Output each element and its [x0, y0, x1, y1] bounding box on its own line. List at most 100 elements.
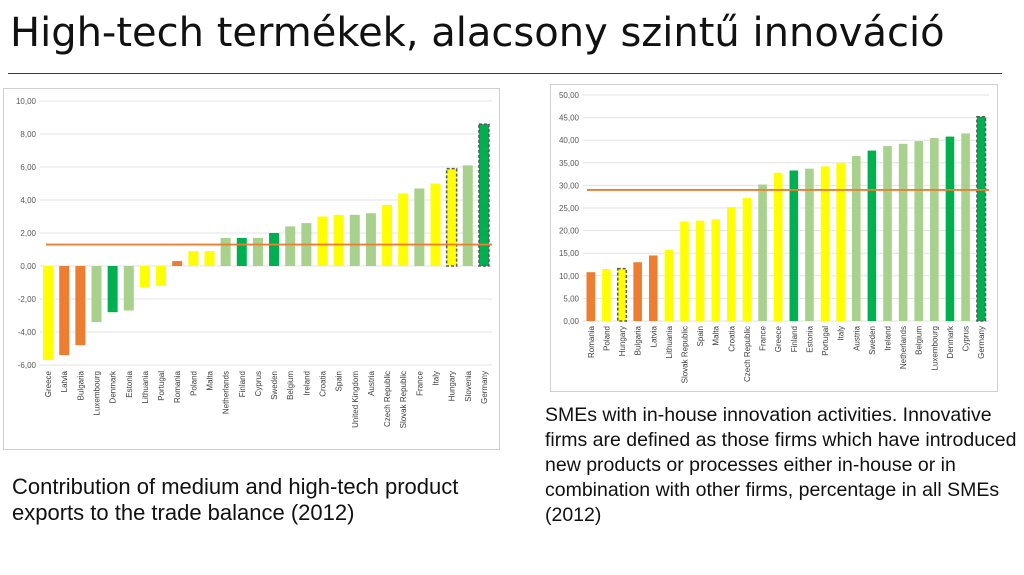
bar-bulgaria	[633, 262, 642, 321]
bar-ireland	[883, 146, 892, 321]
x-tick-label: Slovak Republic	[399, 371, 408, 428]
x-tick-label: United Kingdom	[351, 371, 360, 428]
x-tick-label: Austria	[367, 370, 376, 395]
x-tick-label: Lithuania	[141, 370, 150, 403]
x-tick-label: Germany	[977, 326, 986, 359]
x-tick-label: Netherlands	[222, 371, 231, 414]
x-tick-label: Luxembourg	[93, 371, 102, 415]
x-tick-label: Latvia	[649, 325, 658, 347]
x-tick-label: Estonia	[125, 370, 134, 397]
bar-lithuania	[139, 266, 150, 288]
x-tick-label: Finland	[238, 371, 247, 397]
y-tick-label: 5,00	[563, 294, 579, 303]
bar-hungary	[445, 167, 458, 267]
bar-italy	[836, 162, 845, 321]
x-tick-label: Sweden	[868, 326, 877, 355]
bar-belgium	[285, 226, 296, 266]
bar-germany	[478, 123, 490, 267]
slide-title: High-tech termékek, alacsony szintű inno…	[10, 10, 945, 56]
bar-slovak-republic	[398, 193, 409, 266]
x-tick-label: Bulgaria	[76, 370, 85, 400]
x-tick-label: Poland	[189, 371, 198, 396]
bar-poland	[188, 251, 199, 266]
bar-romania	[172, 261, 183, 266]
x-tick-label: Bulgaria	[634, 325, 643, 355]
bar-finland	[789, 170, 799, 321]
x-tick-label: Malta	[712, 325, 721, 345]
bar-luxembourg	[930, 137, 939, 321]
x-tick-label: Croatia	[727, 325, 736, 351]
bar-luxembourg	[91, 266, 102, 323]
sme-innovation-caption: SMEs with in-house innovation activities…	[545, 404, 1017, 526]
y-tick-label: 4,00	[20, 196, 36, 205]
x-tick-label: Spain	[696, 326, 705, 346]
bar-czech-republic	[382, 204, 393, 266]
x-tick-label: Ireland	[884, 326, 893, 350]
x-tick-label: Portugal	[821, 326, 830, 356]
bar-portugal	[820, 166, 830, 321]
y-tick-label: 35,00	[559, 159, 580, 168]
x-tick-label: Italy	[432, 371, 441, 386]
x-tick-label: Austria	[852, 325, 861, 350]
title-divider	[8, 73, 1002, 74]
bar-cyprus	[961, 133, 970, 321]
x-tick-label: Slovak Republic	[681, 326, 690, 383]
bar-czech-republic	[742, 198, 752, 321]
bar-sweden	[269, 233, 280, 266]
x-tick-label: France	[415, 370, 424, 395]
x-tick-label: Poland	[602, 326, 611, 351]
y-tick-label: 2,00	[20, 229, 36, 238]
bar-estonia	[123, 266, 134, 311]
bar-united-kingdom	[349, 214, 360, 266]
bar-bulgaria	[75, 266, 86, 346]
x-tick-label: Denmark	[946, 325, 955, 358]
bar-slovak-republic	[680, 221, 689, 321]
x-tick-label: Lithuania	[665, 325, 674, 358]
x-tick-label: Luxembourg	[930, 326, 939, 370]
x-tick-label: Sweden	[270, 371, 279, 400]
x-tick-label: Finland	[790, 326, 799, 352]
bar-poland	[602, 269, 611, 321]
x-tick-label: Greece	[774, 325, 783, 352]
y-tick-label: -4,00	[18, 328, 37, 337]
trade-balance-chart: -6,00 -4,00 -2,00 0,00 2,00 4,00 6,00 8,00 10,00…	[3, 88, 500, 450]
bar-sweden	[867, 150, 877, 321]
x-tick-label: Hungary	[618, 326, 627, 356]
bar-italy	[430, 183, 441, 266]
y-tick-label: 10,00	[16, 97, 37, 106]
bar-spain	[695, 220, 705, 321]
sme-innovation-chart: 0,00 5,00 10,00 15,00 20,00 25,00 30,00 35,00 40…	[550, 84, 998, 392]
y-tick-label: 10,00	[559, 272, 580, 281]
x-tick-label: Malta	[206, 370, 215, 390]
trade-balance-chart-svg: -6,00 -4,00 -2,00 0,00 2,00 4,00 6,00 8,00 10,00…	[16, 97, 492, 428]
bar-croatia	[317, 216, 328, 266]
bar-latvia	[648, 255, 658, 321]
bar-france	[414, 188, 425, 266]
y-tick-label: 6,00	[20, 163, 36, 172]
bar-austria	[365, 213, 376, 266]
x-tick-label: Czech Republic	[383, 371, 392, 427]
x-tick-label: Spain	[335, 371, 344, 391]
bar-croatia	[727, 207, 736, 321]
x-tick-label: Netherlands	[899, 326, 908, 369]
bar-austria	[851, 156, 861, 321]
y-tick-label: 40,00	[559, 136, 580, 145]
y-tick-label: 8,00	[20, 130, 36, 139]
x-tick-label: France	[759, 325, 768, 350]
x-tick-label: Latvia	[60, 370, 69, 392]
bar-finland	[236, 237, 247, 266]
x-tick-label: Belgium	[286, 371, 295, 400]
bar-cyprus	[252, 237, 263, 266]
trade-balance-caption: Contribution of medium and high-tech pro…	[12, 474, 459, 525]
y-tick-label: 30,00	[559, 181, 580, 190]
bar-denmark	[945, 136, 955, 321]
bar-greece	[773, 172, 783, 321]
y-tick-label: 20,00	[559, 227, 580, 236]
y-tick-label: 0,00	[563, 317, 579, 326]
x-tick-label: Italy	[837, 326, 846, 341]
y-tick-label: -6,00	[18, 361, 37, 370]
y-tick-label: 25,00	[559, 204, 580, 213]
x-tick-label: Hungary	[448, 371, 457, 401]
bar-france	[758, 184, 767, 321]
x-tick-label: Denmark	[109, 370, 118, 403]
